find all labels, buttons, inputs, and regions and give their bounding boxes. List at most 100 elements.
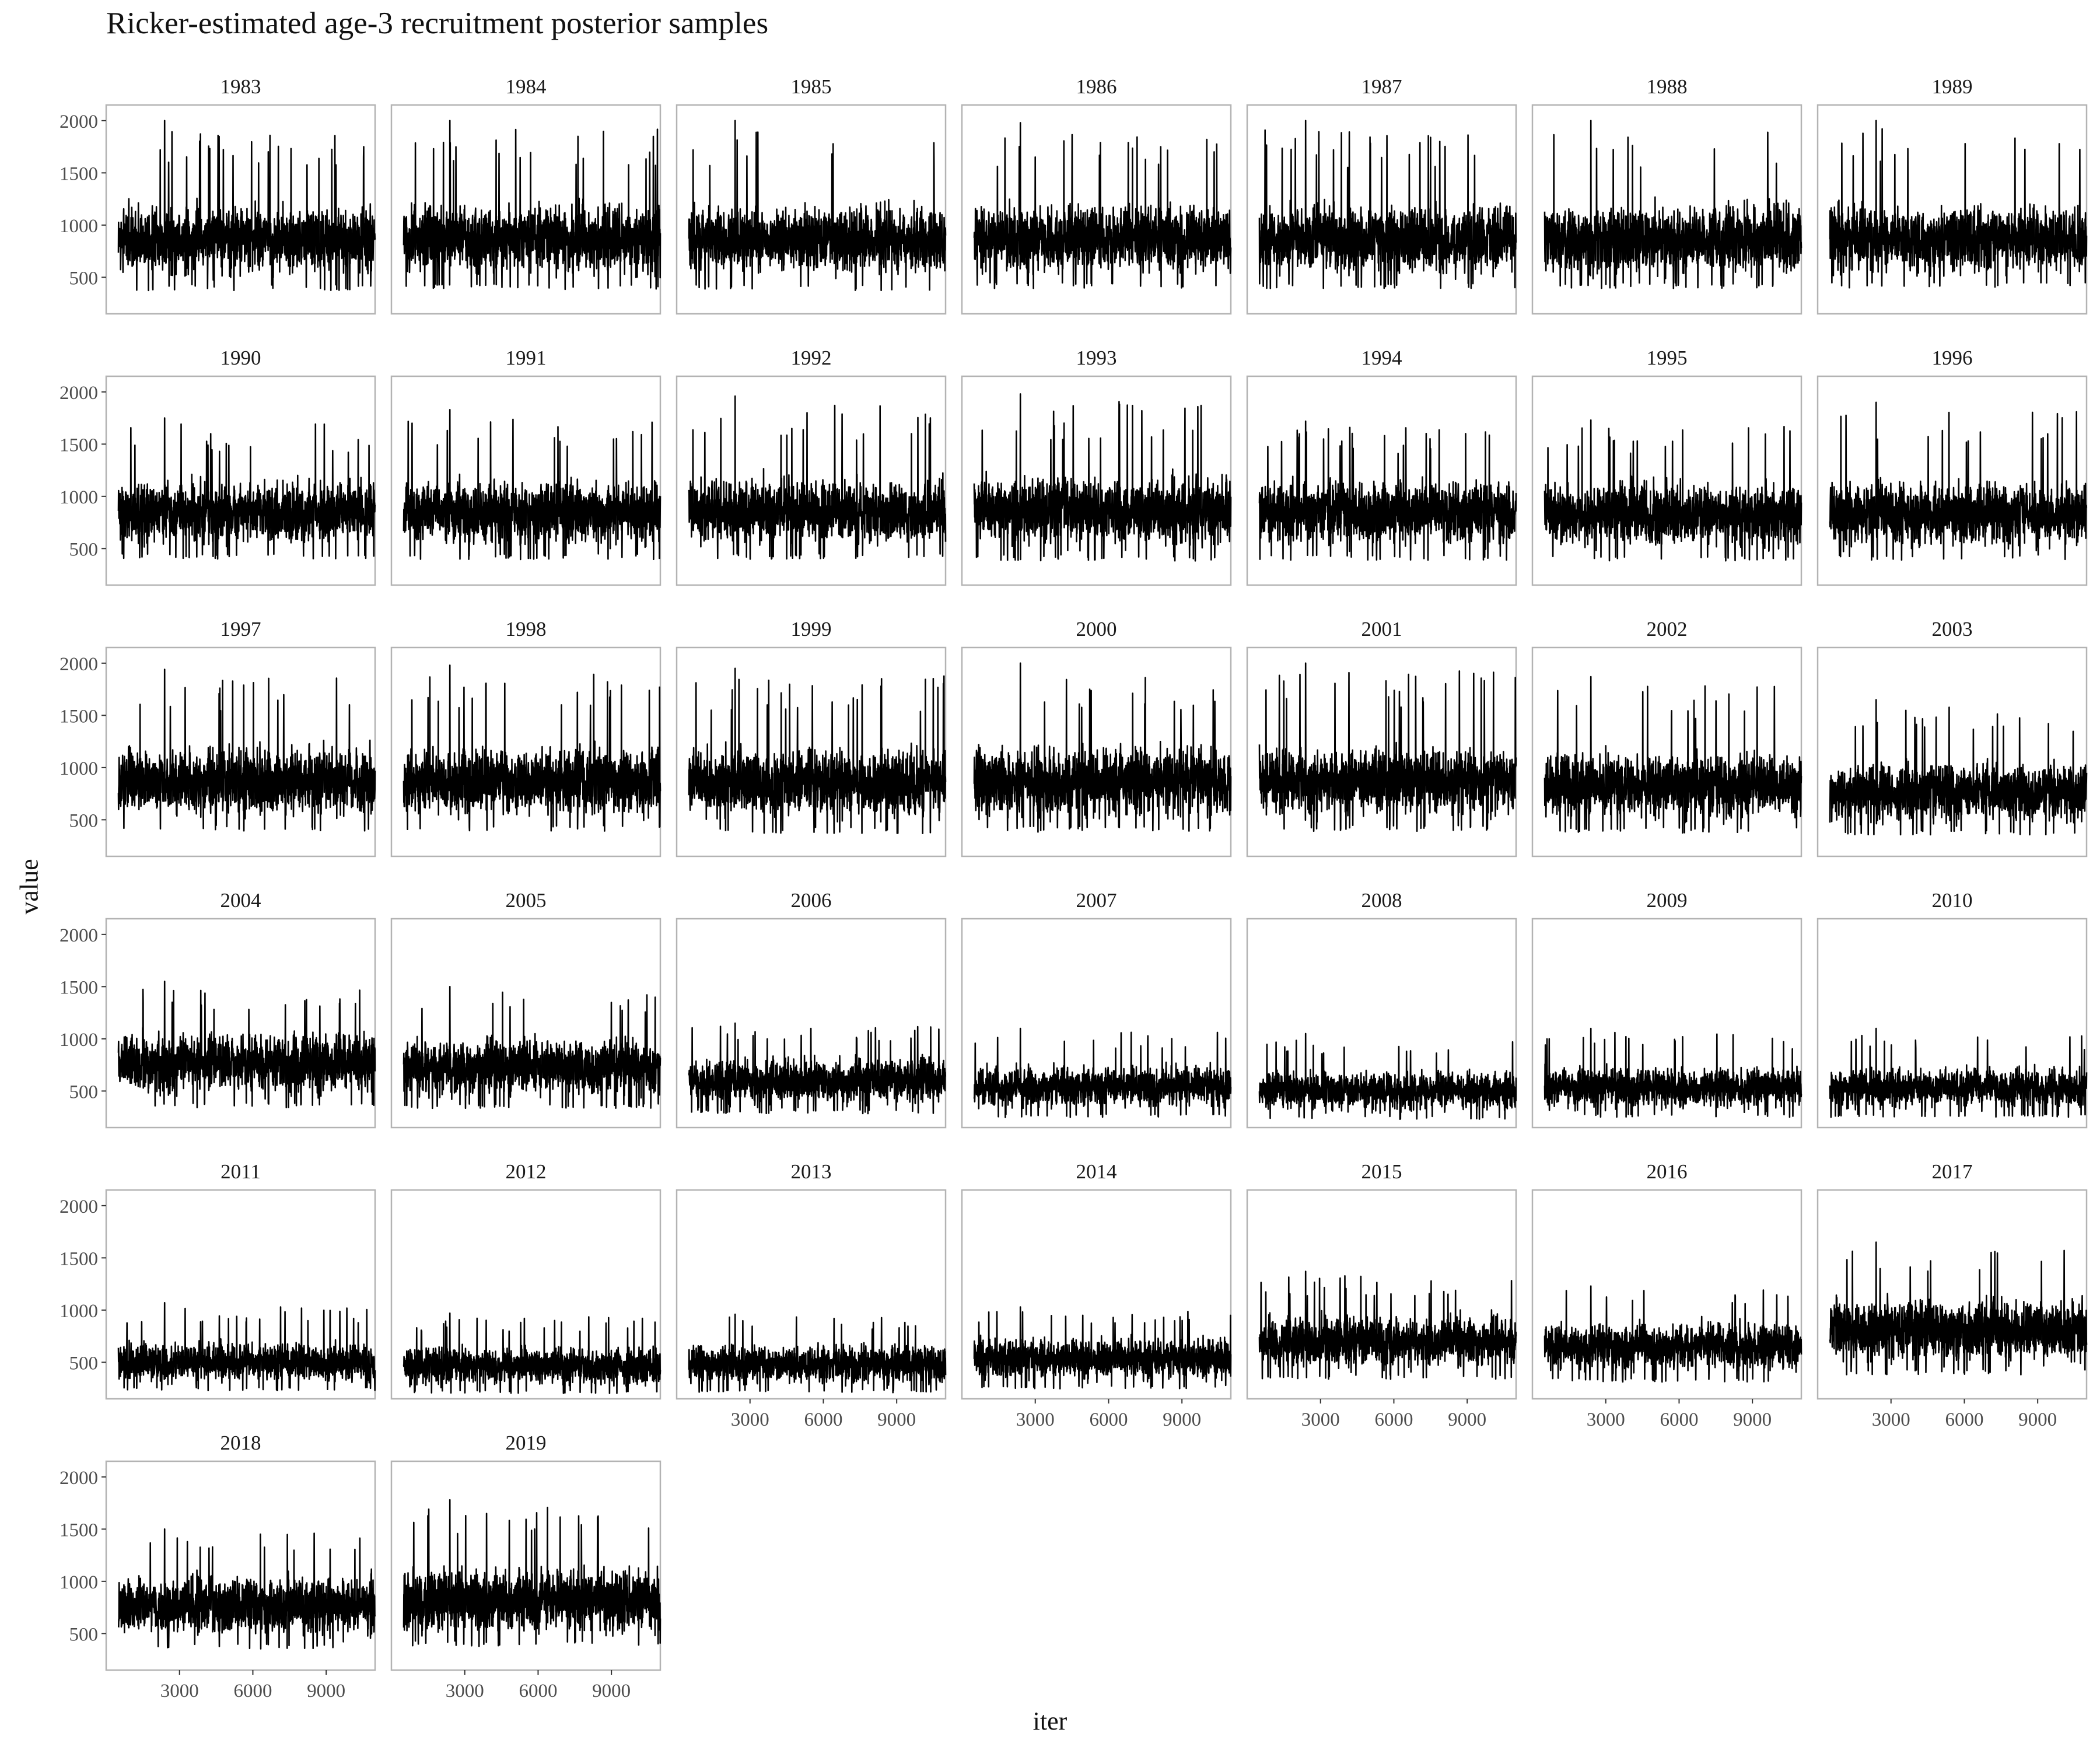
facet-label-1984: 1984 [506, 75, 547, 98]
y-tick-label: 1500 [60, 977, 98, 998]
facet-label-2003: 2003 [1932, 618, 1973, 640]
panel-border [105, 375, 376, 586]
y-tick-label: 1000 [60, 1030, 98, 1051]
panel-border [1246, 375, 1517, 586]
x-tick-label: 9000 [592, 1681, 631, 1702]
panel-border [105, 1460, 376, 1671]
panel-border [961, 646, 1232, 858]
facet-label-2006: 2006 [791, 889, 832, 912]
facet-label-2001: 2001 [1362, 618, 1402, 640]
x-tick-label: 3000 [1016, 1409, 1055, 1430]
trace-line-2006 [688, 1022, 947, 1115]
facet-panel-1985: 1985 [676, 75, 947, 315]
facet-panel-1987: 1987 [1246, 75, 1517, 315]
trace-line-1990 [117, 417, 376, 560]
facet-label-2016: 2016 [1647, 1160, 1688, 1183]
facet-panel-1986: 1986 [961, 75, 1232, 315]
facet-label-2014: 2014 [1076, 1160, 1117, 1183]
facet-panel-2013: 2013 3000 6000 9000 [676, 1160, 947, 1430]
x-tick-label: 9000 [1733, 1409, 1772, 1430]
x-tick-label: 3000 [1301, 1409, 1340, 1430]
trace-line-1988 [1544, 120, 1803, 289]
facet-panel-1988: 1988 [1531, 75, 1803, 315]
trace-line-1999 [688, 667, 947, 834]
trace-line-2000 [973, 662, 1232, 833]
trace-line-1987 [1258, 120, 1517, 289]
trace-line-2012 [402, 1312, 662, 1394]
trace-line-2002 [1544, 676, 1803, 834]
facet-label-2010: 2010 [1932, 889, 1973, 912]
panel-border [961, 104, 1232, 315]
facet-label-2005: 2005 [506, 889, 547, 912]
trace-line-1998 [402, 664, 662, 832]
y-tick-label: 2000 [60, 1468, 98, 1489]
facet-panel-1990: 1990 500 1000 1500 2000 [60, 346, 376, 586]
y-tick-label: 2000 [60, 925, 98, 946]
facet-panel-2010: 2010 [1817, 889, 2088, 1129]
x-axis-title: iter [1032, 1707, 1068, 1735]
facet-label-1994: 1994 [1362, 346, 1402, 369]
trace-line-2015 [1258, 1270, 1517, 1380]
panel-border [1246, 646, 1517, 858]
panel-border [390, 375, 662, 586]
facet-label-2008: 2008 [1362, 889, 1402, 912]
facet-panel-2003: 2003 [1817, 618, 2088, 858]
facet-panel-2000: 2000 [961, 618, 1232, 858]
facet-panel-2006: 2006 [676, 889, 947, 1129]
trace-line-2007 [973, 1027, 1232, 1118]
chart-title: Ricker-estimated age-3 recruitment poste… [106, 6, 769, 40]
facet-panel-1993: 1993 [961, 346, 1232, 586]
trace-line-2016 [1544, 1285, 1803, 1383]
facet-label-2015: 2015 [1362, 1160, 1402, 1183]
trace-line-2014 [973, 1306, 1232, 1390]
facet-label-1986: 1986 [1076, 75, 1117, 98]
facet-panel-2004: 2004 500 1000 1500 2000 [60, 889, 376, 1129]
facet-label-2009: 2009 [1647, 889, 1688, 912]
facet-panel-2014: 2014 3000 6000 9000 [961, 1160, 1232, 1430]
trace-line-1992 [688, 395, 947, 560]
facet-label-2004: 2004 [220, 889, 261, 912]
facet-panel-1996: 1996 [1817, 346, 2088, 586]
facet-panel-1994: 1994 [1246, 346, 1517, 586]
x-tick-label: 6000 [519, 1681, 557, 1702]
y-tick-label: 500 [69, 810, 99, 831]
panel-border [390, 646, 662, 858]
trace-line-1996 [1829, 401, 2088, 561]
panel-border [1531, 104, 1803, 315]
x-tick-label: 9000 [1448, 1409, 1486, 1430]
x-tick-label: 3000 [731, 1409, 769, 1430]
facet-panel-2008: 2008 [1246, 889, 1517, 1129]
facet-panel-2015: 2015 3000 6000 9000 [1246, 1160, 1517, 1430]
trace-line-2013 [688, 1313, 947, 1394]
facet-panel-2017: 2017 3000 6000 9000 [1817, 1160, 2088, 1430]
y-tick-label: 1000 [60, 487, 98, 508]
y-tick-label: 500 [69, 1624, 99, 1645]
y-tick-label: 1000 [60, 1301, 98, 1322]
y-tick-label: 1500 [60, 1248, 98, 1269]
facet-panel-2012: 2012 [390, 1160, 662, 1400]
facet-label-1999: 1999 [791, 618, 832, 640]
x-tick-label: 3000 [1587, 1409, 1625, 1430]
trace-line-2017 [1829, 1241, 2088, 1376]
y-tick-label: 1500 [60, 706, 98, 727]
y-tick-label: 1000 [60, 216, 98, 237]
trace-line-2008 [1258, 1032, 1517, 1120]
facet-label-2002: 2002 [1647, 618, 1688, 640]
facet-panel-2016: 2016 3000 6000 9000 [1531, 1160, 1803, 1430]
facet-panel-1992: 1992 [676, 346, 947, 586]
trace-line-1983 [117, 120, 376, 292]
facet-label-1995: 1995 [1647, 346, 1688, 369]
facet-panel-2005: 2005 [390, 889, 662, 1129]
y-tick-label: 2000 [60, 111, 98, 132]
x-tick-label: 9000 [2018, 1409, 2057, 1430]
facet-panel-1983: 1983 500 1000 1500 2000 [60, 75, 376, 315]
trace-line-2005 [402, 986, 662, 1110]
x-tick-label: 6000 [804, 1409, 842, 1430]
y-tick-label: 2000 [60, 383, 98, 404]
facet-panel-1998: 1998 [390, 618, 662, 858]
facet-label-1988: 1988 [1647, 75, 1688, 98]
trace-line-1997 [117, 668, 376, 832]
panel-border [676, 104, 947, 315]
